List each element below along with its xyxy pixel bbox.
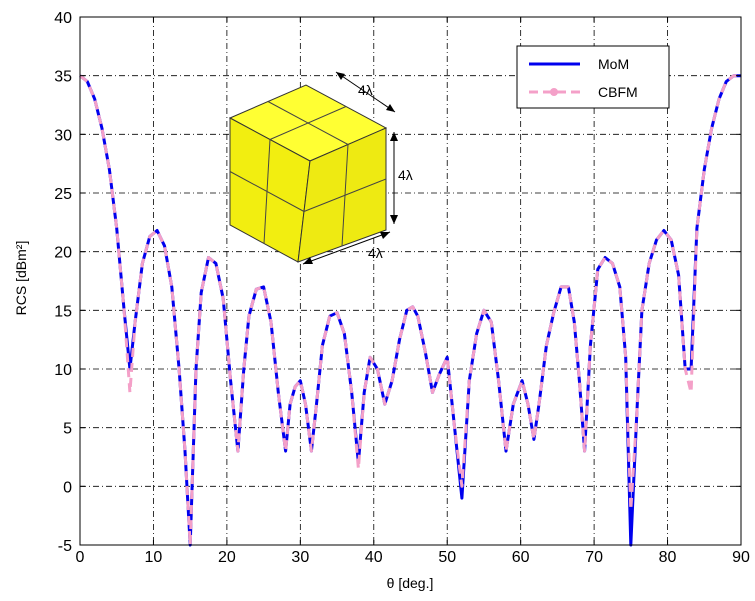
x-tick-label: 60 xyxy=(512,549,530,566)
series-lines xyxy=(79,74,741,547)
bottom-dimension-arrow xyxy=(302,231,391,265)
y-tick-label: 30 xyxy=(54,127,72,144)
x-tick-label: 10 xyxy=(145,549,163,566)
legend-mom-label: MoM xyxy=(598,56,629,72)
legend: MoM CBFM xyxy=(516,45,670,109)
legend-box xyxy=(516,45,670,109)
bottom-dimension-arrowhead-start xyxy=(303,257,313,264)
legend-cbfm-label: CBFM xyxy=(598,84,638,100)
top-dimension-arrow xyxy=(335,71,396,113)
cube-right-face xyxy=(297,127,387,263)
y-axis-label: RCS [dBm²] xyxy=(13,241,29,316)
cube-right-horizontal-divider xyxy=(303,178,387,212)
bottom-dimension-label: 4λ xyxy=(368,245,383,261)
series-line-mom xyxy=(79,74,741,547)
plot-frame xyxy=(79,16,742,546)
y-tick-label: 0 xyxy=(63,479,72,496)
cube-top-divider-2 xyxy=(269,106,347,140)
y-tick-label: 15 xyxy=(54,303,72,320)
legend-cbfm-marker xyxy=(550,88,558,96)
x-tick-label: 20 xyxy=(218,549,236,566)
y-tick-label: 5 xyxy=(63,421,72,438)
y-tick-label: 35 xyxy=(54,69,72,86)
y-tick-label: 10 xyxy=(54,362,72,379)
y-tick-label: 20 xyxy=(54,245,72,262)
x-tick-label: 50 xyxy=(438,549,456,566)
vertical-dimension-arrowhead-start xyxy=(390,132,398,141)
top-dimension-label: 4λ xyxy=(358,82,373,98)
vertical-dimension-label: 4λ xyxy=(398,167,413,183)
x-axis-label: θ [deg.] xyxy=(387,575,434,591)
vertical-dimension-arrowhead-end xyxy=(390,215,398,224)
y-tick-label: 25 xyxy=(54,186,72,203)
x-tick-label: 70 xyxy=(585,549,603,566)
series-line-cbfm xyxy=(79,74,741,547)
y-tick-label: -5 xyxy=(58,538,72,555)
cube-front-horizontal-divider xyxy=(229,171,305,212)
x-tick-label: 30 xyxy=(291,549,309,566)
top-dimension-arrowhead-start xyxy=(336,72,345,80)
y-tick-label: 40 xyxy=(54,10,72,27)
bottom-dimension-arrowhead-end xyxy=(380,232,390,239)
top-dimension-arrowhead-end xyxy=(386,104,395,112)
x-tick-label: 80 xyxy=(659,549,677,566)
cube-inset: 4λ 4λ 4λ xyxy=(228,71,413,265)
x-tick-label: 40 xyxy=(365,549,383,566)
x-tick-label: 90 xyxy=(732,549,750,566)
x-tick-label: 0 xyxy=(76,549,85,566)
